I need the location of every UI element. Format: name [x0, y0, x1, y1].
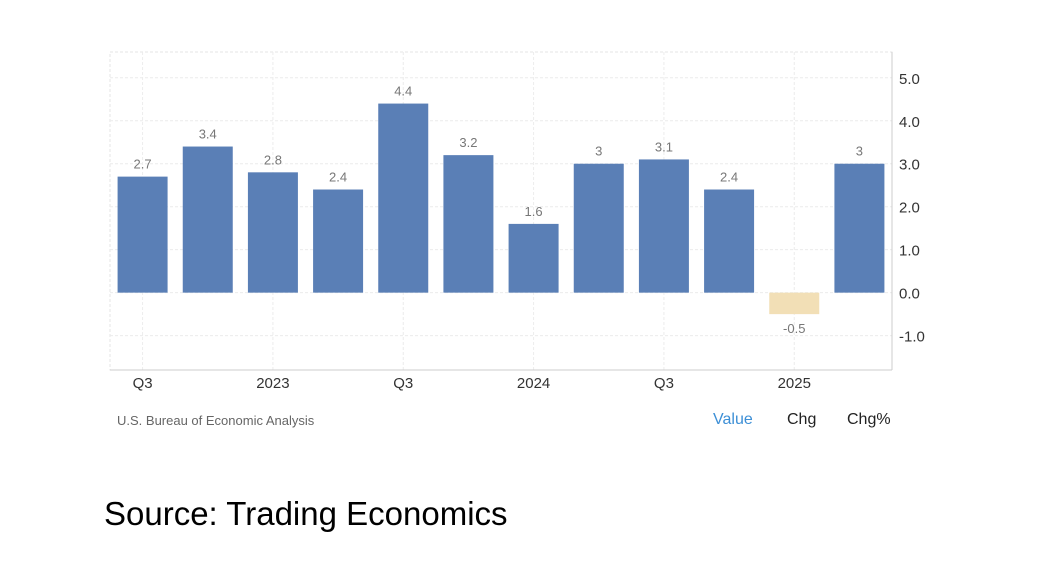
data-label: 2.7	[134, 157, 152, 172]
bar-2025-q2[interactable]	[834, 163, 885, 293]
data-label: 2.4	[720, 170, 738, 185]
x-tick-label: 2025	[778, 375, 811, 392]
x-tick-label: 2024	[517, 375, 550, 392]
bars-layer	[117, 103, 885, 315]
data-label: 3.2	[459, 135, 477, 150]
y-tick-label: 2.0	[899, 200, 920, 217]
bar-2023-q3[interactable]	[378, 103, 429, 293]
y-tick-label: 1.0	[899, 243, 920, 260]
y-tick-label: 3.0	[899, 157, 920, 174]
x-tick-label: 2023	[256, 375, 289, 392]
bar-chart: 2.7 3.4 2.8 2.4 4.4 3.2 1.6 3 3.1 2.4 -0.5 3 Q3 2023…	[109, 51, 925, 392]
data-label: -0.5	[783, 321, 805, 336]
data-labels-layer: 2.7 3.4 2.8 2.4 4.4 3.2 1.6 3 3.1 2.4 -0.5 3	[134, 84, 863, 337]
bar-2024-q3[interactable]	[638, 159, 689, 293]
bar-2024-q1[interactable]	[508, 223, 559, 293]
x-tick-label: Q3	[133, 375, 153, 392]
bar-2025-q1[interactable]	[769, 292, 820, 315]
source-caption: Source: Trading Economics	[104, 495, 508, 532]
y-tick-label: -1.0	[899, 329, 925, 346]
tab-value[interactable]: Value	[713, 411, 753, 428]
bar-2023-q4[interactable]	[443, 155, 494, 293]
data-source-label: U.S. Bureau of Economic Analysis	[117, 413, 315, 428]
bar-2024-q2[interactable]	[573, 163, 624, 293]
data-label: 2.4	[329, 170, 347, 185]
x-tick-label: Q3	[654, 375, 674, 392]
y-tick-label: 5.0	[899, 71, 920, 88]
data-label: 3	[856, 144, 863, 159]
bar-2023-q2[interactable]	[313, 189, 364, 293]
y-axis: 5.0 4.0 3.0 2.0 1.0 0.0 -1.0	[891, 52, 925, 370]
tab-chg[interactable]: Chg	[787, 411, 817, 428]
bar-2022-q4[interactable]	[182, 146, 233, 293]
x-axis: Q3 2023 Q3 2024 Q3 2025	[110, 369, 892, 392]
data-label: 2.8	[264, 152, 282, 167]
data-label: 1.6	[525, 204, 543, 219]
data-label: 3.4	[199, 127, 217, 142]
bar-2023-q1[interactable]	[247, 172, 298, 293]
data-label: 3.1	[655, 139, 673, 154]
y-tick-label: 4.0	[899, 114, 920, 131]
tab-chg-percent[interactable]: Chg%	[847, 411, 891, 428]
y-tick-label: 0.0	[899, 286, 920, 303]
data-label: 3	[595, 144, 602, 159]
bar-2022-q3[interactable]	[117, 176, 168, 293]
bar-2024-q4[interactable]	[704, 189, 755, 293]
x-tick-label: Q3	[393, 375, 413, 392]
data-label: 4.4	[394, 84, 412, 99]
